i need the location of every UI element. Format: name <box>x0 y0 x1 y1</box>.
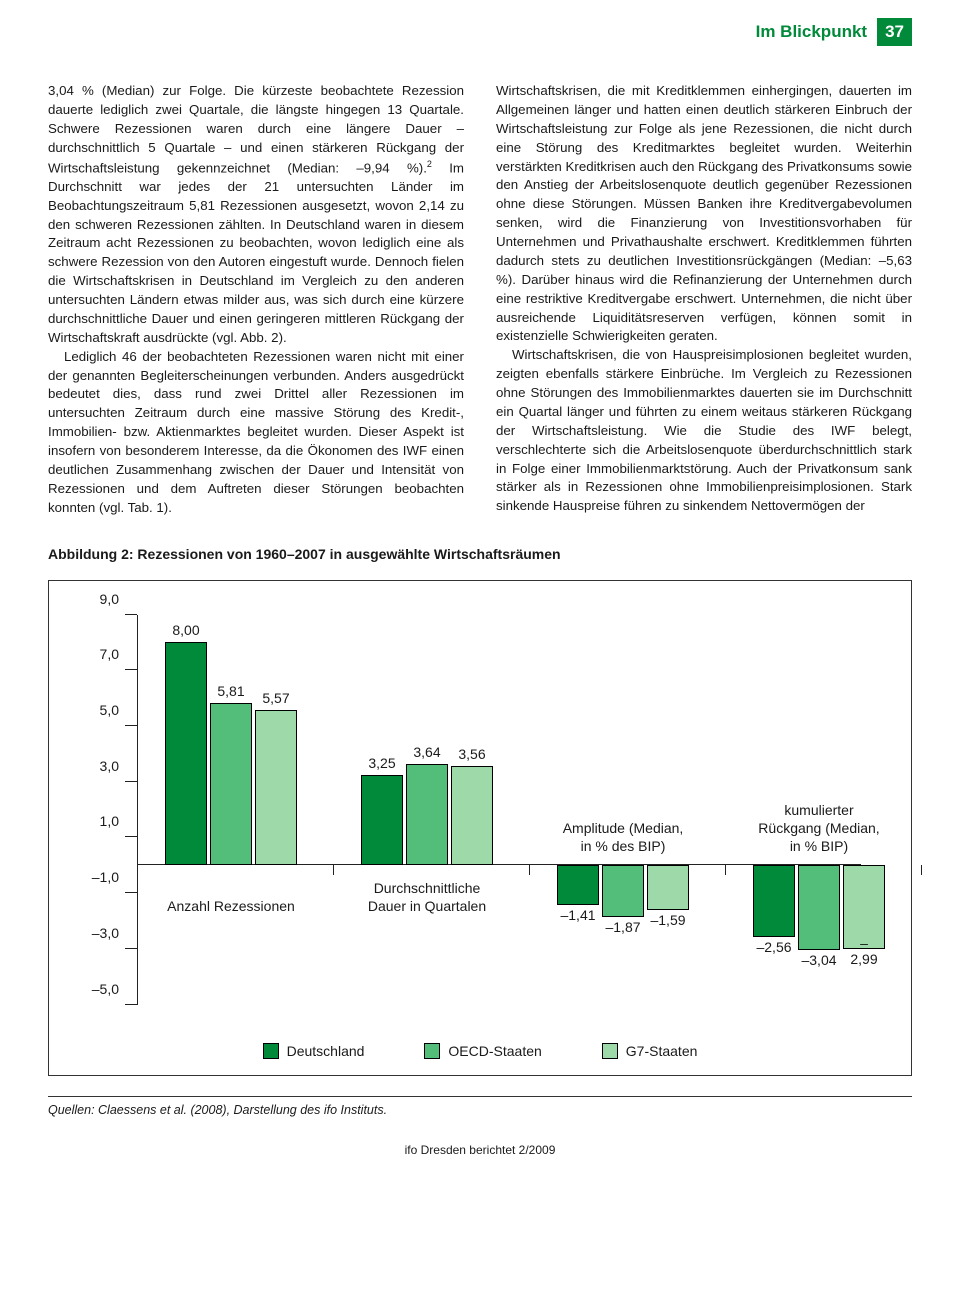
y-tick <box>125 669 137 670</box>
chart-bar <box>210 703 252 865</box>
y-axis <box>137 615 138 1005</box>
body-columns: 3,04 % (Median) zur Folge. Die kürzeste … <box>48 82 912 518</box>
legend-label: OECD-Staaten <box>448 1043 541 1059</box>
figure-title: Abbildung 2: Rezessionen von 1960–2007 i… <box>48 546 912 562</box>
y-tick <box>125 725 137 726</box>
y-label: 1,0 <box>75 813 119 829</box>
left-p1: 3,04 % (Median) zur Folge. Die kürzeste … <box>48 82 464 348</box>
legend-swatch <box>602 1043 618 1059</box>
page-header: Im Blickpunkt 37 <box>48 18 912 46</box>
chart-bar <box>255 710 297 865</box>
chart-bar <box>602 865 644 917</box>
bar-value-label: 8,00 <box>172 622 199 638</box>
category-label: Anzahl Rezessionen <box>146 897 316 915</box>
right-column: Wirtschaftskrisen, die mit Kreditklemmen… <box>496 82 912 518</box>
y-tick <box>125 1004 137 1005</box>
bar-value-label: 3,25 <box>368 755 395 771</box>
category-label: kumulierterRückgang (Median,in % BIP) <box>734 801 904 856</box>
y-tick <box>125 836 137 837</box>
chart-bar <box>798 865 840 950</box>
y-label: 5,0 <box>75 702 119 718</box>
legend-swatch <box>263 1043 279 1059</box>
page-number: 37 <box>877 18 912 46</box>
chart-container: 9,0 7,0 5,0 3,0 1,0 –1,0 –3,0 –5,0 8,00 5,81 5,57 A… <box>48 580 912 1076</box>
y-tick <box>125 892 137 893</box>
y-tick <box>125 781 137 782</box>
y-label: 3,0 <box>75 758 119 774</box>
x-tick <box>921 865 922 875</box>
category-label: Amplitude (Median,in % des BIP) <box>538 819 708 855</box>
legend-item: G7-Staaten <box>602 1043 698 1059</box>
category-label: DurchschnittlicheDauer in Quartalen <box>342 879 512 915</box>
left-p2: Lediglich 46 der beobachteten Rezessione… <box>48 348 464 518</box>
page-footer: ifo Dresden berichtet 2/2009 <box>48 1143 912 1157</box>
bar-value-label: –1,87 <box>605 919 640 935</box>
right-p2: Wirtschaftskrisen, die von Hauspreisimpl… <box>496 346 912 516</box>
right-p1: Wirtschaftskrisen, die mit Kreditklemmen… <box>496 82 912 346</box>
bar-value-label: 5,57 <box>262 690 289 706</box>
bar-value-label: 5,81 <box>217 683 244 699</box>
chart-bar <box>406 764 448 865</box>
y-tick <box>125 948 137 949</box>
y-label: –5,0 <box>75 981 119 997</box>
legend-label: G7-Staaten <box>626 1043 698 1059</box>
y-tick <box>125 614 137 615</box>
bar-value-label: –2,99 <box>850 935 877 967</box>
y-label: 7,0 <box>75 646 119 662</box>
legend-item: Deutschland <box>263 1043 365 1059</box>
x-tick <box>137 865 138 875</box>
x-tick <box>725 865 726 875</box>
bar-value-label: 3,56 <box>458 746 485 762</box>
chart-bar <box>557 865 599 904</box>
y-label: –1,0 <box>75 869 119 885</box>
bar-value-label: 3,64 <box>413 744 440 760</box>
legend-item: OECD-Staaten <box>424 1043 541 1059</box>
left-column: 3,04 % (Median) zur Folge. Die kürzeste … <box>48 82 464 518</box>
section-title: Im Blickpunkt <box>756 22 867 42</box>
y-label: –3,0 <box>75 925 119 941</box>
legend-swatch <box>424 1043 440 1059</box>
chart-plot: 9,07,05,03,01,0–1,0–3,0–5,08,005,815,57A… <box>75 607 885 1037</box>
bar-value-label: –1,41 <box>560 907 595 923</box>
chart-bar <box>753 865 795 936</box>
chart-bar <box>647 865 689 909</box>
chart-bar <box>361 775 403 866</box>
bar-value-label: –3,04 <box>801 952 836 968</box>
x-tick <box>333 865 334 875</box>
chart-bar <box>451 766 493 865</box>
bar-value-label: –1,59 <box>650 912 685 928</box>
figure-source: Quellen: Claessens et al. (2008), Darste… <box>48 1096 912 1117</box>
bar-value-label: –2,56 <box>756 939 791 955</box>
chart-bar <box>165 642 207 865</box>
y-label: 9,0 <box>75 591 119 607</box>
x-tick <box>529 865 530 875</box>
legend-label: Deutschland <box>287 1043 365 1059</box>
chart-legend: Deutschland OECD-Staaten G7-Staaten <box>75 1043 885 1059</box>
